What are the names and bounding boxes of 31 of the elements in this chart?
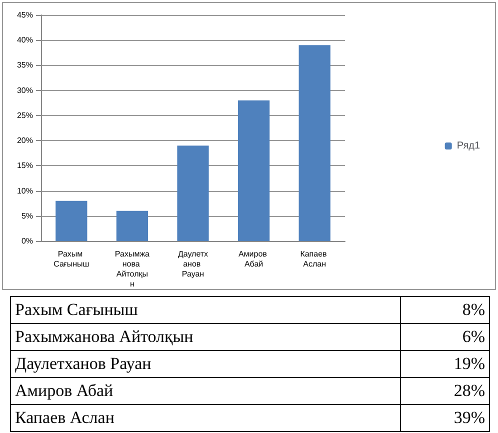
y-tick-label: 5% xyxy=(21,211,33,220)
bar xyxy=(56,200,88,241)
x-tick-label: Рахым Сағыныш xyxy=(54,250,90,268)
text: Рахымжанова Айтолқын xyxy=(10,324,400,350)
x-tick-label: Рахымжанова Айтолқын xyxy=(114,250,150,288)
y-tick-label: 20% xyxy=(16,136,33,146)
text: Амиров Абай xyxy=(10,378,400,404)
text: 39% xyxy=(400,404,490,432)
y-tick-label: 0% xyxy=(21,236,33,246)
y-tick-label: 40% xyxy=(16,36,33,45)
y-tick-label: 10% xyxy=(16,186,33,196)
bar xyxy=(116,210,148,241)
x-tick-label: Амиров Абай xyxy=(238,250,270,268)
text: 8% xyxy=(400,296,490,324)
text: 19% xyxy=(400,350,490,378)
text: Капаев Аслан xyxy=(10,404,400,432)
y-tick-label: 30% xyxy=(16,86,33,95)
y-tick-label: 35% xyxy=(16,60,33,70)
text: 28% xyxy=(400,378,490,404)
bar xyxy=(238,100,270,241)
y-tick-label: 15% xyxy=(16,161,33,170)
bar xyxy=(298,45,330,241)
bar xyxy=(177,146,209,241)
x-tick-label: Капаев Аслан xyxy=(300,250,330,268)
text: 6% xyxy=(400,324,490,350)
y-tick-label: 45% xyxy=(16,10,33,20)
text: Даулетханов Рауан xyxy=(10,350,400,378)
x-tick-label: Даулетханов Рауан xyxy=(178,250,208,278)
y-tick-label: 25% xyxy=(16,110,33,120)
text: Рахым Сағыныш xyxy=(10,296,400,324)
legend-label: Ряд1 xyxy=(456,140,480,152)
